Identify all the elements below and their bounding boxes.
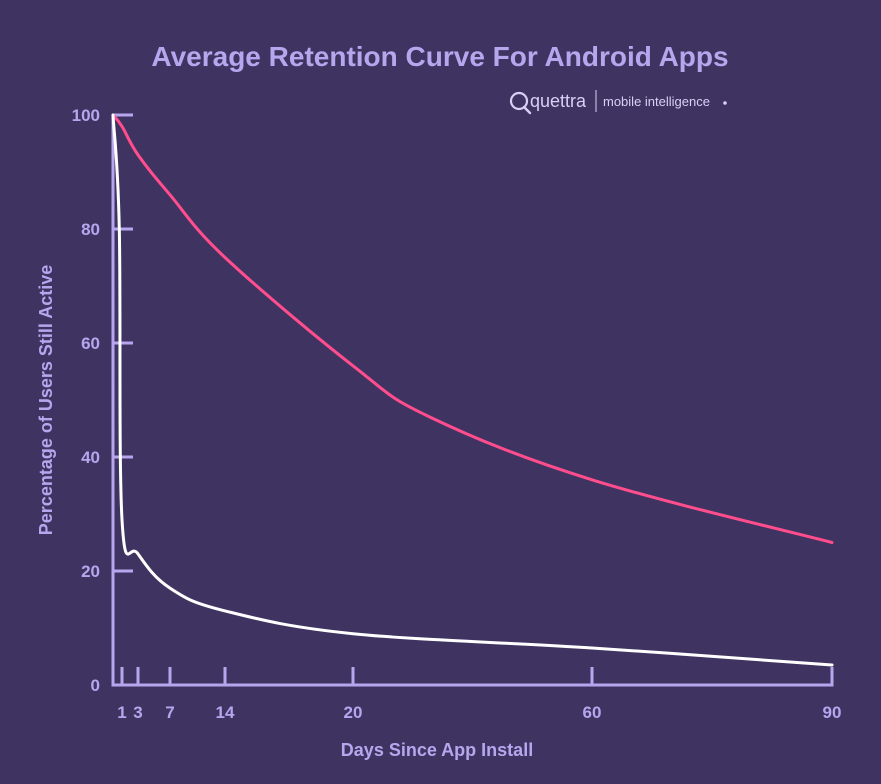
x-tick-label: 1 [117,703,126,722]
y-tick-label: 100 [72,106,100,125]
chart-title: Average Retention Curve For Android Apps [151,41,728,72]
y-tick-label: 0 [91,676,100,695]
y-tick-label: 80 [81,220,100,239]
y-axis-label: Percentage of Users Still Active [36,265,56,535]
series-group [111,113,834,667]
magnifier-logo-icon [509,91,532,115]
x-tick-label: 20 [344,703,363,722]
x-tick-label: 60 [583,703,602,722]
series-line-1 [111,113,834,544]
y-tick-label: 60 [81,334,100,353]
x-tick-label: 3 [133,703,142,722]
logo-word: quettra [530,91,587,111]
logo-dot [723,101,727,105]
x-tick-label: 7 [165,703,174,722]
series-line-2 [111,113,834,667]
x-axis-label: Days Since App Install [341,740,533,760]
y-tick-label: 40 [81,448,100,467]
x-tick-label: 90 [823,703,842,722]
y-tick-label: 20 [81,562,100,581]
logo-tagline: mobile intelligence [603,94,710,109]
axes: 0 20 40 60 80 100 1 3 7 14 20 60 90 [72,106,842,722]
x-tick-label: 14 [216,703,235,722]
brand-logo: quettra mobile intelligence [509,90,727,115]
